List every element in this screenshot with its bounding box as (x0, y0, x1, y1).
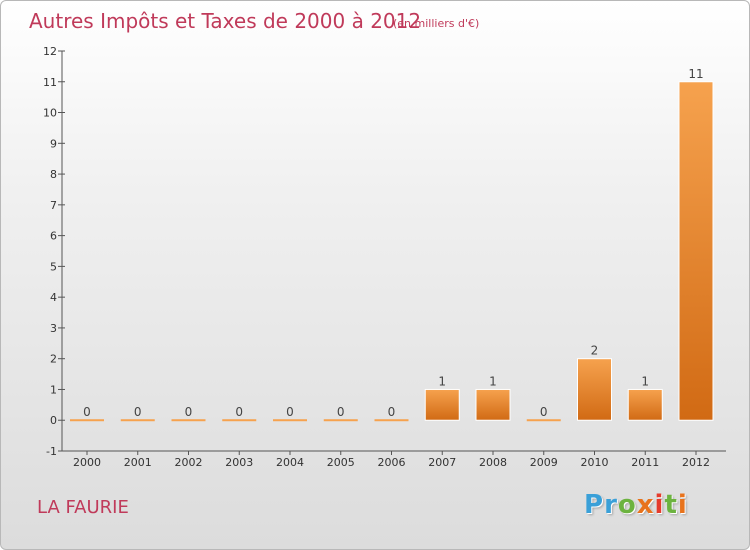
bar (374, 419, 409, 422)
x-tick-label: 2005 (327, 456, 355, 469)
x-tick-label: 2006 (378, 456, 406, 469)
bar (424, 388, 460, 421)
y-tick-label: 10 (43, 107, 57, 120)
proxiti-logo: Proxiti (584, 490, 688, 520)
chart-unit: (en milliers d'€) (393, 17, 480, 30)
commune-name: LA FAURIE (37, 497, 129, 518)
y-tick-label: 3 (50, 322, 57, 335)
data-label: 2 (591, 344, 599, 358)
y-tick-label: 12 (43, 45, 57, 58)
bar (120, 419, 155, 422)
bar (577, 358, 612, 421)
y-tick-label: 2 (50, 353, 57, 366)
logo-letter: i (677, 490, 688, 520)
x-tick-label: 2000 (73, 456, 101, 469)
bars (70, 81, 714, 422)
data-label: 0 (185, 405, 193, 419)
y-tick-label: 0 (50, 414, 57, 427)
y-tick-label: 5 (50, 260, 57, 273)
data-label: 0 (540, 405, 548, 419)
data-label: 0 (134, 405, 142, 419)
bar (222, 419, 257, 422)
logo-letter: P (584, 490, 605, 520)
data-label: 1 (438, 374, 446, 388)
y-tick-label: 1 (50, 383, 57, 396)
y-tick-label: 8 (50, 168, 57, 181)
data-label: 0 (286, 405, 294, 419)
data-label: 0 (235, 405, 243, 419)
x-tick-label: 2002 (175, 456, 203, 469)
logo-letter: x (636, 490, 655, 520)
chart-title: Autres Impôts et Taxes de 2000 à 2012 (29, 9, 422, 33)
data-label: 11 (688, 67, 703, 81)
data-label: 1 (641, 374, 649, 388)
y-tick-label: -1 (46, 445, 57, 458)
x-tick-label: 2003 (225, 456, 253, 469)
bar (475, 388, 511, 421)
data-label: 1 (489, 374, 497, 388)
bar (323, 419, 358, 422)
x-tick-label: 2008 (479, 456, 507, 469)
logo-letter: r (604, 490, 618, 520)
data-label: 0 (337, 405, 345, 419)
x-tick-label: 2004 (276, 456, 304, 469)
logo-letter: i (654, 490, 665, 520)
bar (526, 419, 561, 422)
bar (171, 419, 206, 422)
bar (273, 419, 307, 422)
x-tick-label: 2001 (124, 456, 152, 469)
logo-letter: t (664, 490, 678, 520)
y-tick-label: 4 (50, 291, 57, 304)
data-label: 0 (388, 405, 396, 419)
x-tick-label: 2009 (530, 456, 558, 469)
x-tick-label: 2012 (682, 456, 710, 469)
labels: 2000 0 2001 0 2002 0 2003 0 2004 0 2005 0 2006 0 2007 1… (73, 67, 710, 469)
x-tick-label: 2011 (631, 456, 659, 469)
x-tick-label: 2010 (581, 456, 609, 469)
y-tick-label: 11 (43, 76, 57, 89)
x-tick-label: 2007 (428, 456, 456, 469)
data-label: 0 (83, 405, 91, 419)
bar (678, 81, 714, 421)
bar (70, 419, 104, 422)
y-tick-label: 7 (50, 199, 57, 212)
y-tick-label: 6 (50, 230, 57, 243)
logo-letter: o (617, 490, 637, 520)
bar (627, 388, 663, 421)
y-tick-label: 9 (50, 137, 57, 150)
